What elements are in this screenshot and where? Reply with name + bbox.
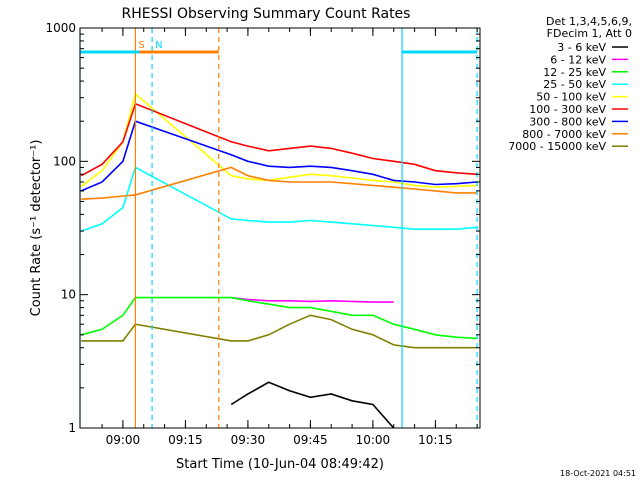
plot-area: [80, 92, 478, 429]
footer-timestamp: 18-Oct-2021 04:51: [560, 469, 636, 478]
plot-frame: [79, 27, 481, 429]
legend-entry-label: 6 - 12 keV: [550, 53, 606, 66]
series-line-7: [81, 166, 478, 200]
x-tick-label: 09:15: [168, 433, 203, 447]
legend-entry-label: 50 - 100 keV: [536, 91, 606, 104]
series-line-6: [80, 120, 478, 192]
chart-title: RHESSI Observing Summary Count Rates: [122, 6, 411, 22]
series-line-3: [80, 166, 478, 232]
x-tick-label: 09:30: [231, 433, 266, 447]
interval-label-3: N: [155, 40, 162, 51]
y-tick-label: 1000: [45, 21, 76, 35]
legend-header-line: FDecim 1, Att 0: [547, 27, 632, 40]
legend-entry-label: 7000 - 15000 keV: [508, 140, 606, 153]
interval-label-0: S: [138, 40, 144, 51]
series-line-5: [80, 102, 478, 177]
series-line-0: [230, 381, 395, 429]
x-axis-label: Start Time (10-Jun-04 08:49:42): [176, 457, 384, 472]
x-tick-label: 09:45: [293, 433, 328, 447]
legend-entry-label: 12 - 25 keV: [543, 66, 606, 79]
series-line-8: [81, 314, 478, 349]
legend-entry-label: 300 - 800 keV: [529, 115, 606, 128]
legend-entry-label: 800 - 7000 keV: [522, 128, 606, 141]
y-axis-label: Count Rate (s⁻¹ detector⁻¹): [29, 140, 44, 317]
series-line-2: [80, 296, 478, 340]
legend-header-line: Det 1,3,4,5,6,9,: [546, 15, 632, 28]
series-line-4: [80, 92, 478, 189]
legend-entry-label: 100 - 300 keV: [529, 103, 606, 116]
x-tick-label: 10:15: [418, 433, 453, 447]
legend-entry-label: 25 - 50 keV: [543, 78, 606, 91]
axes: 1 10 100 1000 09:00 09:15 09:30 09:45 10:00 10:15: [45, 21, 481, 447]
legend-entry-label: 3 - 6 keV: [557, 41, 606, 54]
y-tick-label: 1: [68, 421, 76, 435]
series-line-1: [231, 296, 394, 303]
x-tick-label: 09:00: [106, 433, 141, 447]
vertical-markers: [79, 28, 478, 428]
legend: Det 1,3,4,5,6,9,FDecim 1, Att 03 - 6 keV…: [508, 15, 632, 153]
y-tick-label: 100: [53, 154, 76, 168]
x-tick-label: 10:00: [356, 433, 391, 447]
y-tick-label: 10: [61, 288, 76, 302]
